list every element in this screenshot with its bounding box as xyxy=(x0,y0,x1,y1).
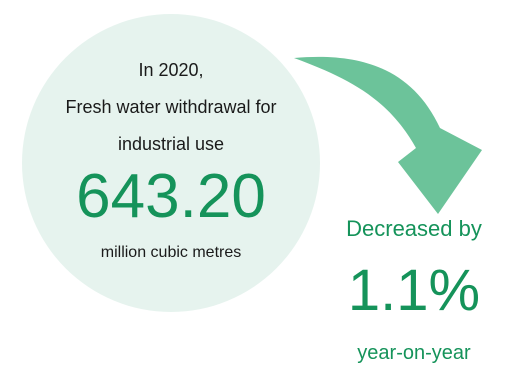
metric-label-line1: Fresh water withdrawal for xyxy=(65,97,277,117)
year-label: In 2020, xyxy=(138,60,204,80)
change-value: 1.1% xyxy=(347,258,481,323)
withdrawal-unit: million cubic metres xyxy=(100,244,242,261)
metric-label-line2: industrial use xyxy=(117,134,225,154)
withdrawal-value: 643.20 xyxy=(76,162,266,231)
change-label: Decreased by xyxy=(346,216,482,241)
highlight-circle xyxy=(22,14,320,312)
change-period: year-on-year xyxy=(357,342,471,364)
